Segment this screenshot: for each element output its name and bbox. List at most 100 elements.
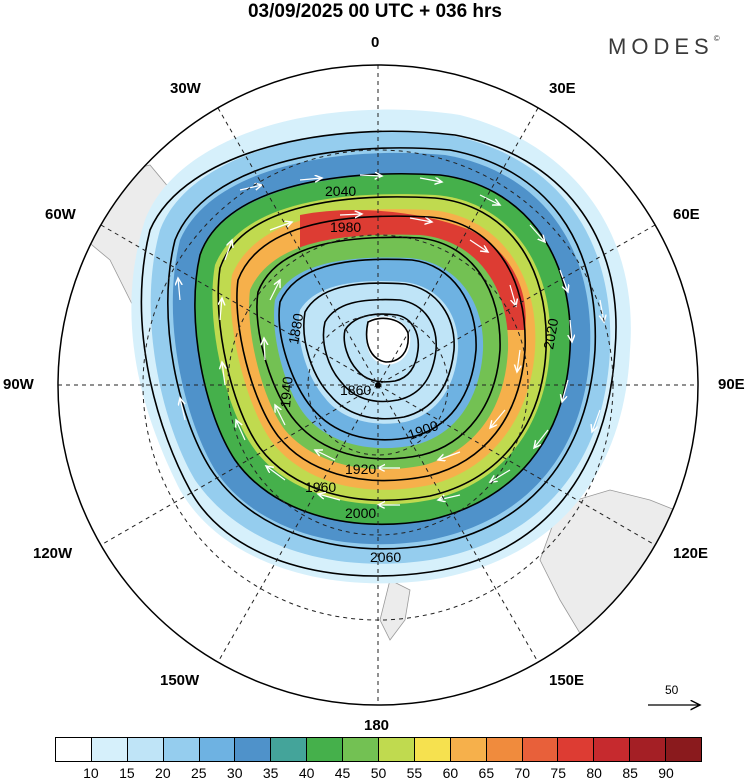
wind-arrow — [264, 338, 265, 361]
colorbar-tick-label: 85 — [622, 765, 638, 781]
wind-arrow — [339, 214, 362, 215]
colorbar-swatch — [630, 738, 667, 761]
colorbar-tick-label: 30 — [226, 765, 243, 781]
wind-arrow — [180, 398, 185, 421]
contour-2040 — [167, 147, 597, 550]
band-10-core — [365, 316, 411, 365]
map-title: 03/09/2025 00 UTC + 036 hrs — [247, 1, 503, 22]
wind-arrow — [562, 379, 569, 402]
wind-arrow — [490, 469, 511, 482]
lon-label-30w: 30W — [170, 80, 201, 97]
colorbar-swatch — [486, 738, 523, 761]
colorbar-swatch — [199, 738, 236, 761]
wind-arrow — [509, 284, 516, 306]
wind-arrow — [318, 494, 341, 501]
meridian — [100, 224, 656, 546]
colorbar-swatch — [127, 738, 164, 761]
colorbar-tick-label: 60 — [442, 765, 459, 781]
colorbar-swatch — [522, 738, 559, 761]
contour-label-2000: 2000 — [345, 505, 376, 521]
contour-2000 — [217, 196, 547, 502]
contour-1940 — [278, 258, 477, 441]
height-contours — [140, 130, 617, 577]
wind-reference-label: 50 — [665, 683, 679, 697]
lon-label-60e: 60E — [673, 206, 700, 223]
modes-logo: MODES© — [608, 34, 720, 60]
meridian — [100, 224, 656, 546]
contour-label-2020: 2020 — [540, 317, 561, 351]
wind-arrow — [490, 409, 506, 428]
lon-label-180: 180 — [364, 717, 390, 734]
contour-label-2040: 2040 — [325, 183, 356, 199]
new-zealand-land — [379, 579, 411, 641]
graticule — [58, 65, 698, 705]
wind-arrow — [224, 240, 232, 261]
wind-arrow — [592, 409, 601, 432]
meridian — [217, 107, 539, 663]
colorbar-tick-label: 90 — [658, 765, 674, 781]
wind-arrow — [517, 349, 520, 372]
south-pole-dot — [375, 382, 381, 388]
wind-arrow — [220, 298, 222, 321]
colorbar-tick-label: 55 — [406, 765, 423, 781]
map-interior — [58, 65, 698, 705]
colorbar-swatch — [343, 738, 380, 761]
contour-label-1880: 1880 — [285, 312, 306, 346]
colorbar-swatch — [450, 738, 487, 761]
colorbar-swatch — [666, 738, 702, 761]
colorbar-tick-label: 10 — [83, 765, 99, 781]
contour-1980 — [236, 215, 526, 482]
wind-arrow — [534, 429, 549, 448]
wind-arrow — [239, 185, 262, 190]
copyright-mark: © — [713, 34, 720, 43]
wind-arrow — [529, 224, 545, 242]
lon-label-150e: 150E — [549, 672, 585, 689]
colorbar-tick-label: 70 — [514, 765, 531, 781]
lon-label-90e: 90E — [718, 376, 745, 393]
colorbar-swatch — [379, 738, 415, 761]
australia-land — [539, 489, 698, 701]
colorbar-tick-label: 65 — [478, 765, 495, 781]
lon-label-60w: 60W — [45, 206, 76, 223]
colorbar-tick-label: 20 — [155, 765, 171, 781]
contour-1860 — [365, 317, 410, 363]
meridian — [217, 107, 539, 663]
lon-label-120w: 120W — [33, 545, 73, 562]
colorbar-tick-label: 15 — [119, 765, 135, 781]
wind-arrow — [419, 178, 442, 182]
contour-label-1980: 1980 — [330, 219, 361, 235]
wind-arrow — [299, 178, 322, 180]
wind-arrow — [409, 218, 432, 222]
colorbar-tick-label: 50 — [370, 765, 387, 781]
lon-label-30e: 30E — [549, 80, 576, 97]
colorbar — [55, 737, 702, 762]
colorbar-tick-label: 45 — [334, 765, 351, 781]
lon-label-150w: 150W — [160, 672, 200, 689]
wind-arrow — [559, 269, 568, 292]
wind-arrow — [222, 362, 225, 386]
map-border — [57, 64, 699, 706]
wind-arrow — [438, 495, 461, 500]
colorbar-swatch — [271, 738, 308, 761]
wind-arrow — [469, 239, 488, 252]
colorbar-swatch — [558, 738, 595, 761]
contour-2060 — [140, 130, 617, 577]
colorbar-swatch — [163, 738, 200, 761]
wind-arrow — [269, 222, 292, 231]
wind-arrow — [236, 420, 246, 441]
colorbar-swatch — [594, 738, 631, 761]
colorbar-swatch — [235, 738, 272, 761]
contour-label-2060: 2060 — [370, 549, 401, 565]
contour-label-group: 1860 1880 1900 1920 1940 1960 1980 2000 … — [277, 183, 561, 565]
wind-arrow — [570, 319, 572, 342]
brand-text: MODES — [608, 34, 714, 59]
wind-arrow — [438, 451, 461, 460]
contour-label-1960: 1960 — [305, 479, 336, 495]
colorbar-tick-label: 80 — [586, 765, 602, 781]
wind-arrow — [178, 278, 180, 301]
wind-arrow — [479, 194, 500, 205]
colorbar-swatch — [414, 738, 451, 761]
wind-arrow — [266, 466, 286, 481]
lon-label-0: 0 — [371, 34, 380, 51]
